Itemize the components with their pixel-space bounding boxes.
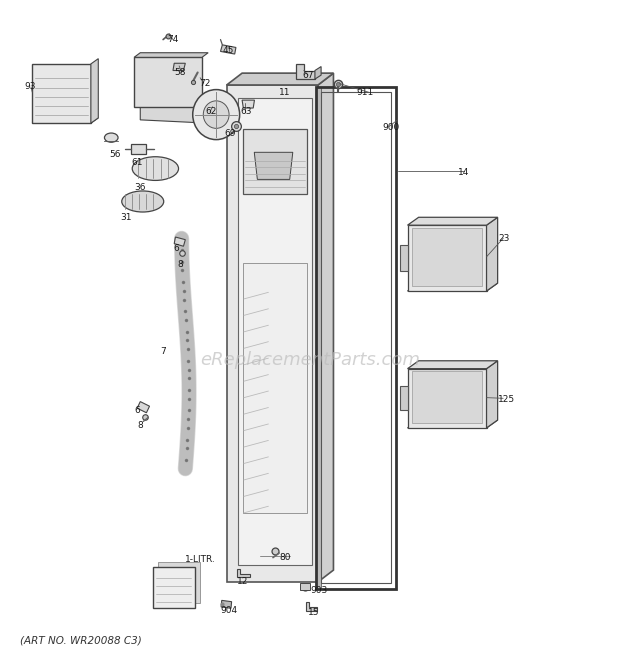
Polygon shape <box>140 106 208 123</box>
Polygon shape <box>296 64 315 79</box>
Text: 69: 69 <box>225 128 236 137</box>
Text: 900: 900 <box>383 123 400 132</box>
Text: 14: 14 <box>458 168 469 177</box>
Polygon shape <box>407 217 498 225</box>
Polygon shape <box>407 369 487 428</box>
Polygon shape <box>137 402 149 412</box>
Text: 15: 15 <box>308 607 320 617</box>
Text: 903: 903 <box>310 586 327 595</box>
Polygon shape <box>407 420 498 428</box>
Polygon shape <box>315 67 321 79</box>
Text: 61: 61 <box>131 158 143 167</box>
Polygon shape <box>242 129 307 194</box>
Text: 74: 74 <box>167 35 178 44</box>
Text: 63: 63 <box>241 108 252 116</box>
Polygon shape <box>318 73 334 582</box>
Text: 80: 80 <box>279 553 291 562</box>
Polygon shape <box>238 98 312 565</box>
Text: 125: 125 <box>498 395 515 404</box>
Ellipse shape <box>104 133 118 142</box>
Bar <box>316 87 321 588</box>
Text: 6: 6 <box>134 407 140 415</box>
Polygon shape <box>221 45 236 54</box>
Polygon shape <box>242 100 254 108</box>
Text: 56: 56 <box>109 149 121 159</box>
Text: 6: 6 <box>173 244 179 253</box>
Text: 11: 11 <box>279 88 291 97</box>
Text: 1-LITR.: 1-LITR. <box>185 555 216 564</box>
Bar <box>300 583 310 590</box>
Text: 72: 72 <box>199 79 210 88</box>
Bar <box>153 567 195 608</box>
Polygon shape <box>407 225 487 291</box>
Polygon shape <box>32 64 91 123</box>
Polygon shape <box>173 63 185 71</box>
Text: 45: 45 <box>223 46 234 56</box>
Text: eReplacementParts.com: eReplacementParts.com <box>200 351 420 369</box>
Text: 8: 8 <box>137 422 143 430</box>
Bar <box>412 371 482 422</box>
Polygon shape <box>254 152 293 179</box>
Polygon shape <box>407 361 498 369</box>
Polygon shape <box>487 217 498 291</box>
Text: 67: 67 <box>303 71 314 79</box>
Text: 911: 911 <box>356 88 373 97</box>
Polygon shape <box>227 73 334 85</box>
Text: 36: 36 <box>134 182 146 192</box>
Polygon shape <box>131 143 146 154</box>
Text: 31: 31 <box>120 213 131 222</box>
Polygon shape <box>157 563 200 603</box>
Polygon shape <box>134 53 208 58</box>
Text: 58: 58 <box>174 68 186 77</box>
Polygon shape <box>221 600 232 608</box>
Circle shape <box>193 90 240 139</box>
Polygon shape <box>227 85 318 582</box>
Polygon shape <box>400 387 407 410</box>
Ellipse shape <box>132 157 179 180</box>
Text: 8: 8 <box>177 260 183 269</box>
Polygon shape <box>32 118 99 123</box>
Ellipse shape <box>122 191 164 212</box>
Text: 62: 62 <box>205 108 216 116</box>
Text: 93: 93 <box>25 83 37 91</box>
Polygon shape <box>237 568 249 577</box>
Text: 12: 12 <box>237 578 249 586</box>
Text: 23: 23 <box>498 234 510 243</box>
Polygon shape <box>242 262 307 513</box>
Bar <box>412 228 482 286</box>
Polygon shape <box>487 361 498 428</box>
Polygon shape <box>134 58 202 106</box>
Text: (ART NO. WR20088 C3): (ART NO. WR20088 C3) <box>20 635 141 645</box>
Polygon shape <box>174 237 185 247</box>
Text: 7: 7 <box>161 347 166 356</box>
Polygon shape <box>400 245 407 271</box>
Polygon shape <box>91 59 99 123</box>
Text: 904: 904 <box>221 605 237 615</box>
Circle shape <box>203 101 229 128</box>
Polygon shape <box>306 602 317 611</box>
Polygon shape <box>407 283 498 291</box>
